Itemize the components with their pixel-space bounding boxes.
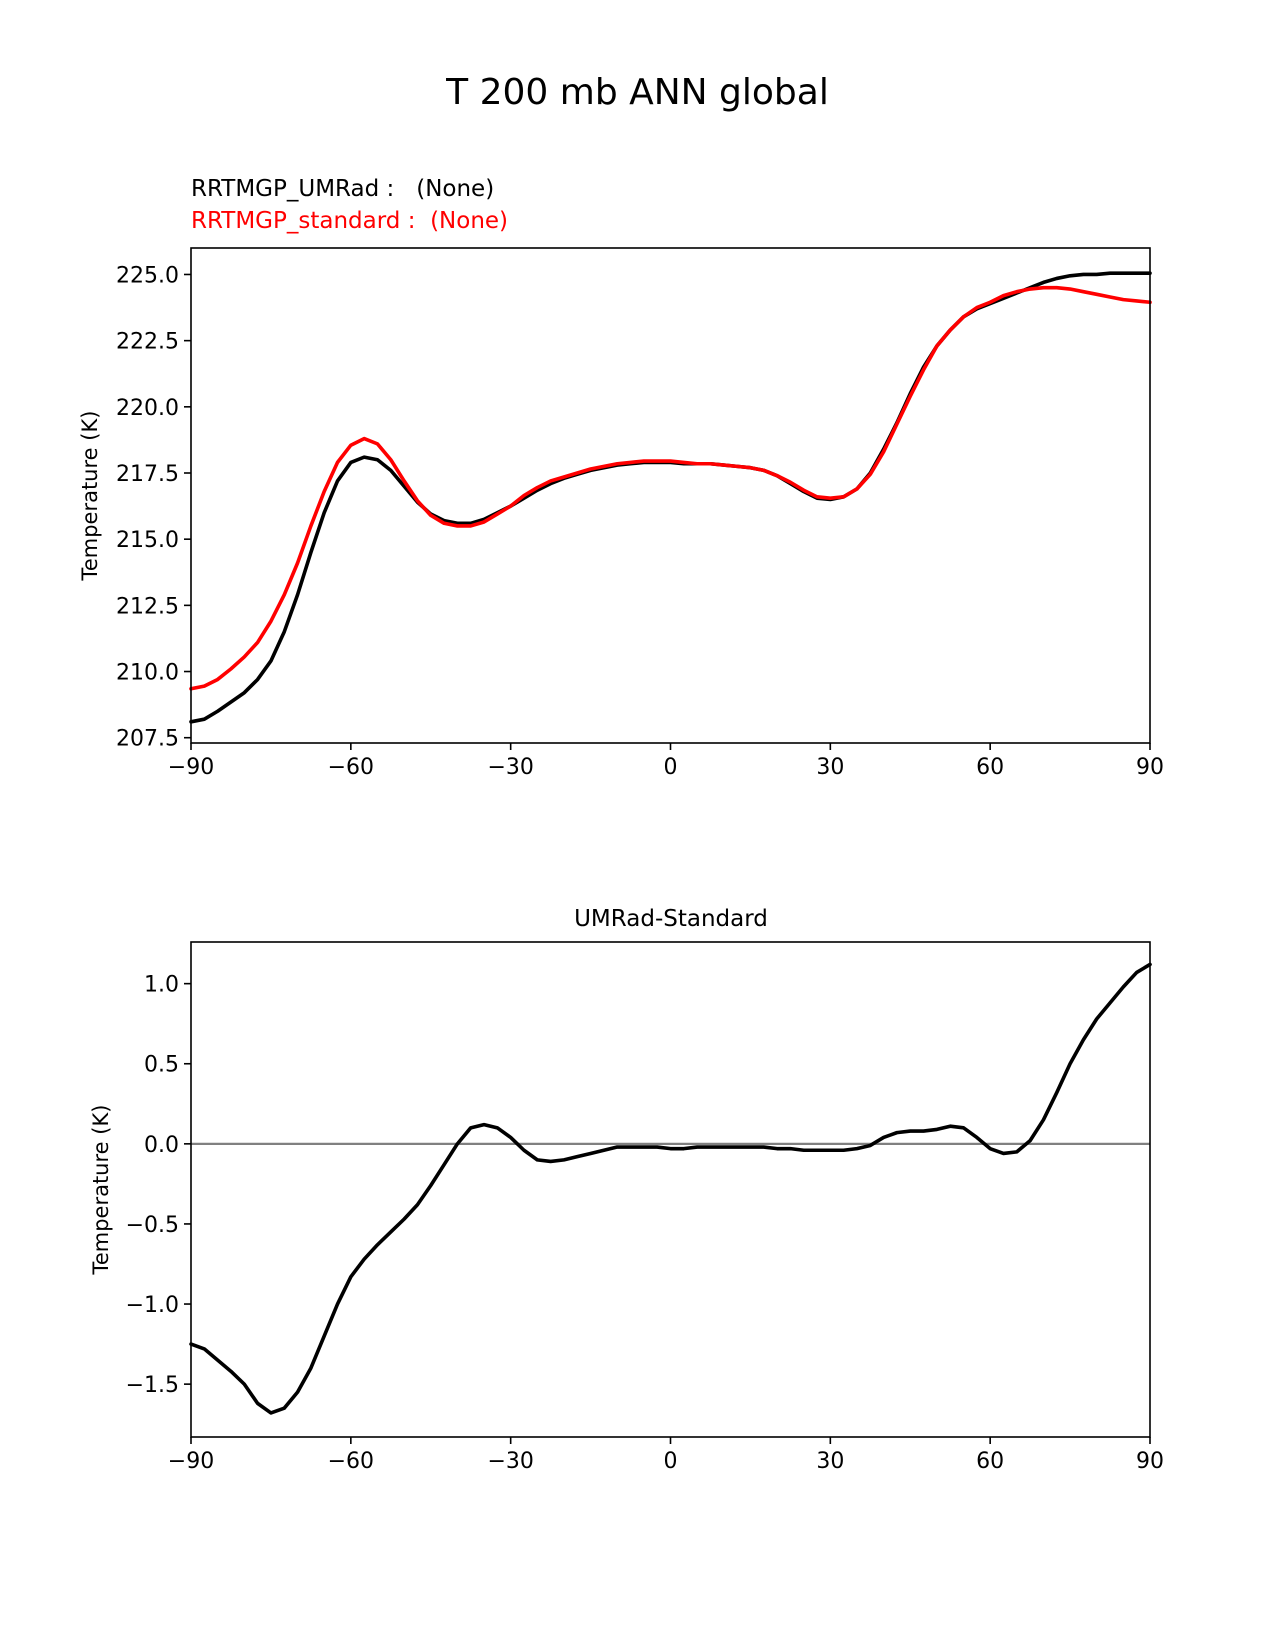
y-tick-label: −1.0 [126,1293,179,1318]
x-tick-label: 60 [976,755,1004,780]
x-tick-label: 0 [664,755,678,780]
y-tick-label: −1.5 [126,1373,179,1398]
bottom-axes: −90 −60 −30 0 30 60 90 1.0 0.5 0.0 −0.5 −1.0 −1.5 Tem… [89,941,1164,1474]
y-tick-label: −0.5 [126,1213,179,1238]
series-line-difference [189,962,1152,1415]
axes-frame [190,941,1151,1438]
y-tick-label: 222.5 [116,330,179,355]
top-axes: −90 −60 −30 0 30 60 90 207.5 210.0 212.5 215.0 217.… [78,247,1164,780]
y-tick-label: 210.0 [116,661,179,686]
x-tick-label: 60 [976,1449,1004,1474]
y-tick-label: 212.5 [116,594,179,619]
x-tick-label: 90 [1136,755,1164,780]
series-line-rrtmgp-umrad [189,271,1152,724]
x-tick-label: 90 [1136,1449,1164,1474]
y-tick-label: 207.5 [116,727,179,752]
y-tick-label: 1.0 [144,973,179,998]
x-tick-label: 0 [664,1449,678,1474]
y-tick-label: 0.5 [144,1053,179,1078]
x-tick-label: −90 [168,755,214,780]
y-axis-label: Temperature (K) [78,411,102,582]
y-tick-label: 0.0 [144,1133,179,1158]
x-tick-label: −60 [328,755,374,780]
y-tick-label: 220.0 [116,396,179,421]
axes-frame [190,247,1151,744]
x-tick-label: −30 [487,755,533,780]
series-label-umrad: RRTMGP_UMRad : (None) [191,176,495,202]
y-tick-label: 217.5 [116,462,179,487]
x-tick-label: −90 [168,1449,214,1474]
x-tick-label: 30 [816,755,844,780]
figure-title: T 200 mb ANN global [446,72,829,113]
series-line-rrtmgp-standard [189,285,1152,691]
y-tick-label: 215.0 [116,528,179,553]
bottom-chart-title: UMRad-Standard [574,906,768,932]
x-tick-label: −30 [487,1449,533,1474]
y-axis-label: Temperature (K) [89,1105,113,1276]
x-tick-label: 30 [816,1449,844,1474]
x-tick-label: −60 [328,1449,374,1474]
y-tick-label: 225.0 [116,263,179,288]
series-label-standard: RRTMGP_standard : (None) [191,208,509,234]
